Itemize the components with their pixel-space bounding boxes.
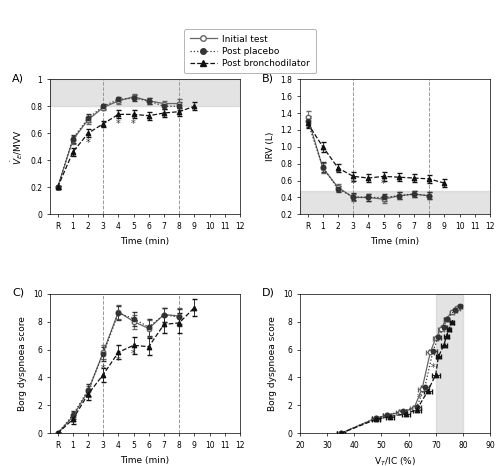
Text: B): B) bbox=[262, 74, 274, 84]
Text: C): C) bbox=[12, 288, 24, 298]
Text: *: * bbox=[351, 179, 356, 189]
Y-axis label: Borg dyspnoea score: Borg dyspnoea score bbox=[268, 316, 277, 411]
Text: *: * bbox=[430, 363, 436, 373]
Bar bbox=[50, 79, 240, 106]
Text: *: * bbox=[417, 393, 422, 404]
Legend: Initial test, Post placebo, Post bronchodilator: Initial test, Post placebo, Post broncho… bbox=[184, 29, 316, 73]
Text: *: * bbox=[336, 168, 340, 178]
Text: *: * bbox=[131, 349, 136, 359]
Text: A): A) bbox=[12, 74, 24, 84]
X-axis label: Time (min): Time (min) bbox=[120, 237, 170, 246]
Y-axis label: IRV (L): IRV (L) bbox=[266, 132, 274, 162]
Bar bbox=[436, 294, 463, 433]
Text: *: * bbox=[381, 179, 386, 189]
Text: *: * bbox=[86, 138, 90, 148]
Text: *: * bbox=[131, 119, 136, 129]
Y-axis label: $\dot{V}_E$/MVV: $\dot{V}_E$/MVV bbox=[9, 129, 24, 164]
Text: *: * bbox=[116, 356, 121, 366]
X-axis label: Time (min): Time (min) bbox=[120, 456, 170, 465]
Text: *: * bbox=[101, 364, 105, 374]
Y-axis label: Borg dyspnoea score: Borg dyspnoea score bbox=[18, 316, 27, 411]
Text: D): D) bbox=[262, 288, 275, 298]
X-axis label: V$_T$/IC (%): V$_T$/IC (%) bbox=[374, 456, 416, 466]
Bar bbox=[300, 191, 490, 214]
Text: *: * bbox=[116, 119, 121, 129]
X-axis label: Time (min): Time (min) bbox=[370, 237, 420, 246]
